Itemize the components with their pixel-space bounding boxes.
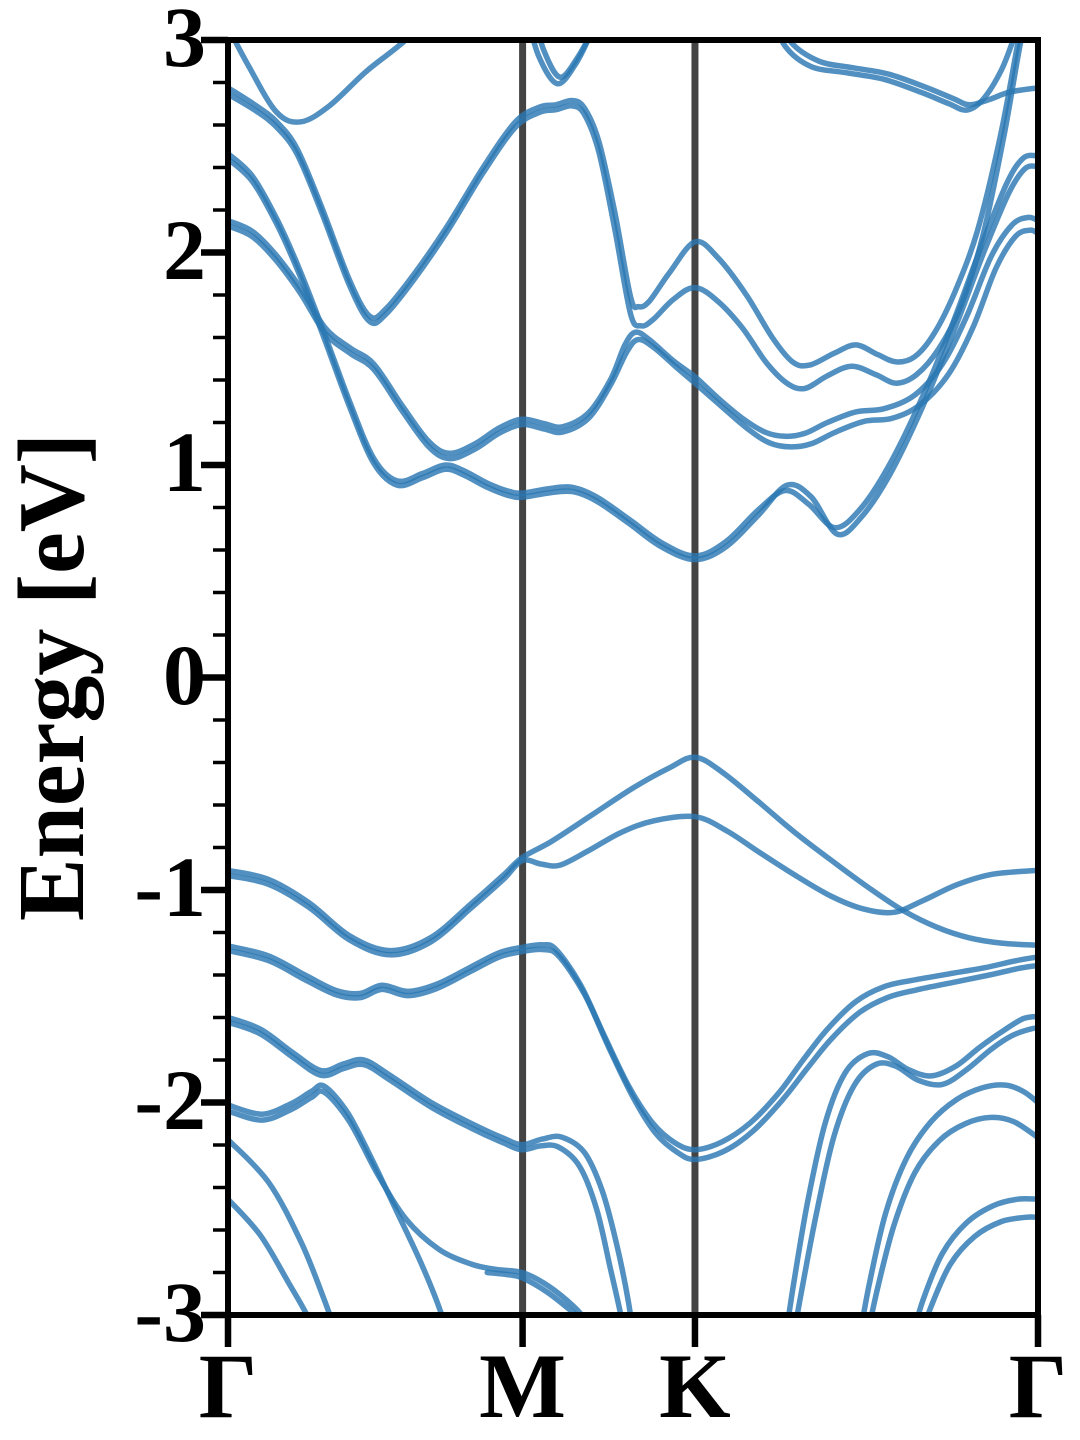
band-cb-upper-right-b [786, 40, 1038, 108]
y-tick-label: -2 [134, 1051, 206, 1148]
energy-bands [228, 40, 1038, 1315]
x-tick-label: K [659, 1335, 731, 1437]
y-tick-label: -3 [134, 1264, 206, 1360]
y-tick-label: 1 [163, 414, 206, 510]
y-tick-label: 0 [163, 626, 206, 723]
band-cb-d-b [228, 223, 1038, 462]
band-cb-d-a [228, 214, 1038, 457]
x-tick-label: Γ [1008, 1335, 1068, 1437]
band-vb-4-c [484, 1269, 581, 1315]
band-vb-1-a [228, 754, 1038, 954]
band-vb-3-b [228, 1019, 624, 1315]
band-cb-b-b [228, 40, 1024, 392]
band-cb-lowest-b [228, 156, 1038, 563]
band-vb-4-b [228, 1088, 585, 1315]
band-vb-right-2-b [868, 1114, 1038, 1315]
band-vb-4-a [228, 1082, 445, 1315]
band-vb-2-b [228, 946, 1038, 1163]
x-tick-label: M [479, 1335, 567, 1437]
band-vb-5 [228, 1136, 333, 1315]
band-cb-m-dip-b [537, 40, 591, 80]
band-vb-right-3-a [915, 1195, 1038, 1315]
band-vb-right-1-b [794, 1024, 1038, 1315]
band-cb-b-a [228, 40, 1022, 369]
y-tick-label: 3 [163, 0, 206, 85]
x-tick-label: Γ [198, 1335, 258, 1437]
band-cb-m-dip-a [530, 40, 592, 87]
band-cb-upper-right-a [778, 40, 1017, 113]
plot-frame [225, 37, 1041, 1318]
band-vb-right-2-a [860, 1082, 1038, 1315]
band-cb-top-gamma-left [231, 40, 411, 125]
band-vb-3-a [228, 1014, 634, 1315]
y-tick-label: 2 [163, 201, 206, 298]
band-vb-right-3-b [924, 1214, 1038, 1315]
y-axis-title: Energy [eV] [0, 432, 104, 922]
high-symmetry-lines [519, 40, 699, 1315]
band-vb-6 [228, 1196, 311, 1315]
band-vb-1-b [228, 813, 1038, 958]
band-vb-right-1-a [786, 1013, 1038, 1315]
y-tick-label: -1 [134, 839, 206, 935]
